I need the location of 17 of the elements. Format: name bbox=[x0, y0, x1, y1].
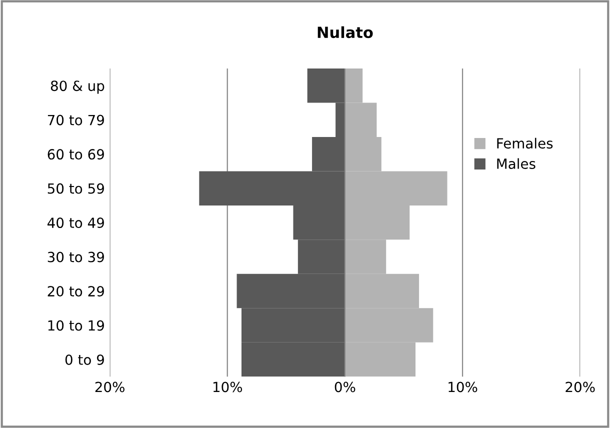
y-tick-label: 80 & up bbox=[50, 80, 104, 94]
y-tick-label: 50 to 59 bbox=[48, 183, 104, 194]
legend-label: Males bbox=[497, 158, 536, 169]
x-tick-label: 10% bbox=[213, 382, 242, 392]
x-tick-label: 0% bbox=[334, 382, 356, 392]
legend-label: Females bbox=[497, 138, 553, 149]
x-tick-label: 10% bbox=[448, 382, 478, 392]
y-tick-label: 70 to 79 bbox=[48, 114, 104, 126]
y-tick-label: 40 to 49 bbox=[48, 218, 104, 228]
y-tick-label: 0 to 9 bbox=[65, 354, 104, 365]
y-tick-label: 60 to 69 bbox=[48, 149, 104, 160]
y-tick-label: 10 to 19 bbox=[48, 320, 104, 331]
y-tick-label: 20 to 29 bbox=[48, 286, 104, 297]
chart-title: Nulato bbox=[318, 26, 373, 38]
x-tick-label: 20% bbox=[95, 382, 124, 392]
x-tick-label: 20% bbox=[566, 382, 595, 392]
y-tick-label: 30 to 39 bbox=[48, 252, 104, 262]
